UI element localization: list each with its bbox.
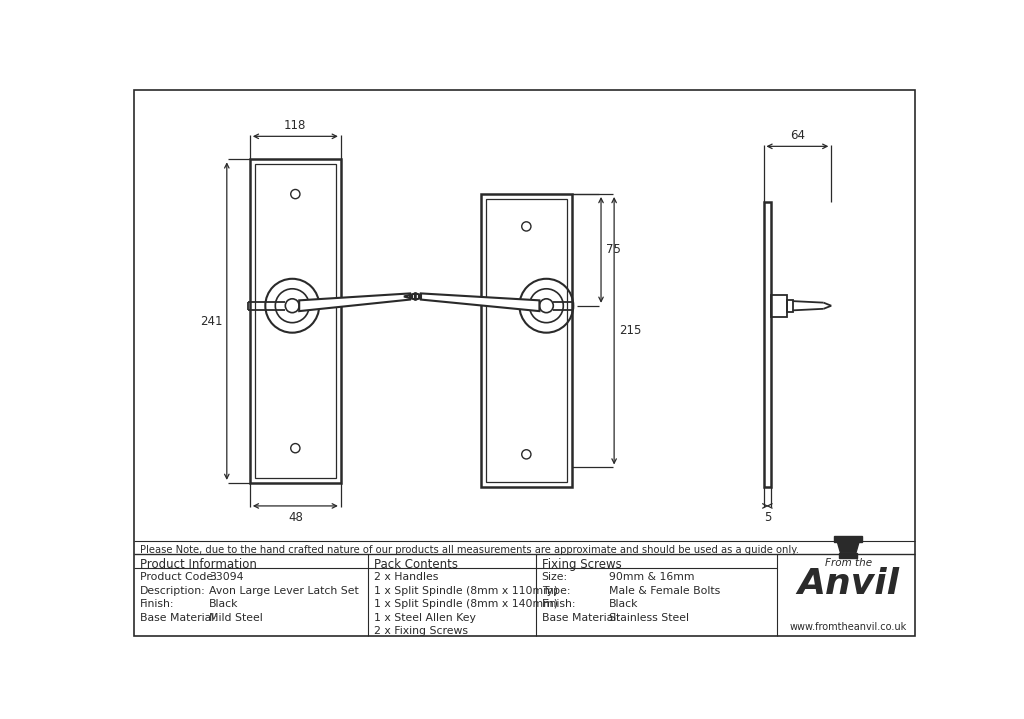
Text: www.fromtheanvil.co.uk: www.fromtheanvil.co.uk	[790, 622, 907, 632]
Polygon shape	[421, 293, 540, 311]
Bar	[485, 198, 567, 482]
Text: 2 x Fixing Screws: 2 x Fixing Screws	[374, 626, 468, 636]
Polygon shape	[416, 293, 427, 300]
Text: Black: Black	[608, 599, 638, 609]
Text: 75: 75	[605, 244, 621, 257]
Text: Pack Contents: Pack Contents	[374, 557, 458, 570]
Text: 64: 64	[790, 129, 805, 142]
Text: 33094: 33094	[209, 572, 244, 582]
Text: Base Material:: Base Material:	[140, 613, 218, 623]
Bar	[771, 295, 786, 316]
Text: Size:: Size:	[542, 572, 568, 582]
Text: 1 x Split Spindle (8mm x 140mm): 1 x Split Spindle (8mm x 140mm)	[374, 599, 558, 609]
Bar	[481, 194, 571, 487]
Polygon shape	[835, 536, 862, 542]
Text: Please Note, due to the hand crafted nature of our products all measurements are: Please Note, due to the hand crafted nat…	[140, 545, 799, 555]
Text: Product Code:: Product Code:	[140, 572, 216, 582]
Text: 1 x Split Spindle (8mm x 110mm): 1 x Split Spindle (8mm x 110mm)	[374, 585, 558, 595]
Text: Product Information: Product Information	[140, 557, 257, 570]
Text: 215: 215	[618, 324, 641, 337]
Bar	[786, 300, 793, 312]
Text: Finish:: Finish:	[542, 599, 577, 609]
Bar	[255, 164, 336, 478]
Bar	[764, 202, 771, 487]
Text: 5: 5	[764, 510, 771, 523]
Bar	[250, 160, 341, 483]
Polygon shape	[838, 542, 859, 553]
Text: 1 x Steel Allen Key: 1 x Steel Allen Key	[374, 613, 476, 623]
Text: Type:: Type:	[542, 585, 570, 595]
Text: 90mm & 16mm: 90mm & 16mm	[608, 572, 694, 582]
Text: 241: 241	[200, 315, 222, 328]
Text: Male & Female Bolts: Male & Female Bolts	[608, 585, 720, 595]
Text: 2 x Handles: 2 x Handles	[374, 572, 438, 582]
Text: Base Material:: Base Material:	[542, 613, 620, 623]
Text: Anvil: Anvil	[798, 567, 899, 601]
Text: 48: 48	[288, 510, 303, 523]
Text: Finish:: Finish:	[140, 599, 174, 609]
Text: Avon Large Lever Latch Set: Avon Large Lever Latch Set	[209, 585, 358, 595]
Text: Mild Steel: Mild Steel	[209, 613, 263, 623]
Text: Black: Black	[209, 599, 239, 609]
Text: From the: From the	[824, 557, 871, 567]
Polygon shape	[299, 293, 410, 311]
Text: 118: 118	[284, 119, 306, 132]
Text: Stainless Steel: Stainless Steel	[608, 613, 689, 623]
Text: Fixing Screws: Fixing Screws	[542, 557, 622, 570]
Polygon shape	[839, 553, 857, 557]
Polygon shape	[403, 293, 416, 300]
Text: Description:: Description:	[140, 585, 206, 595]
